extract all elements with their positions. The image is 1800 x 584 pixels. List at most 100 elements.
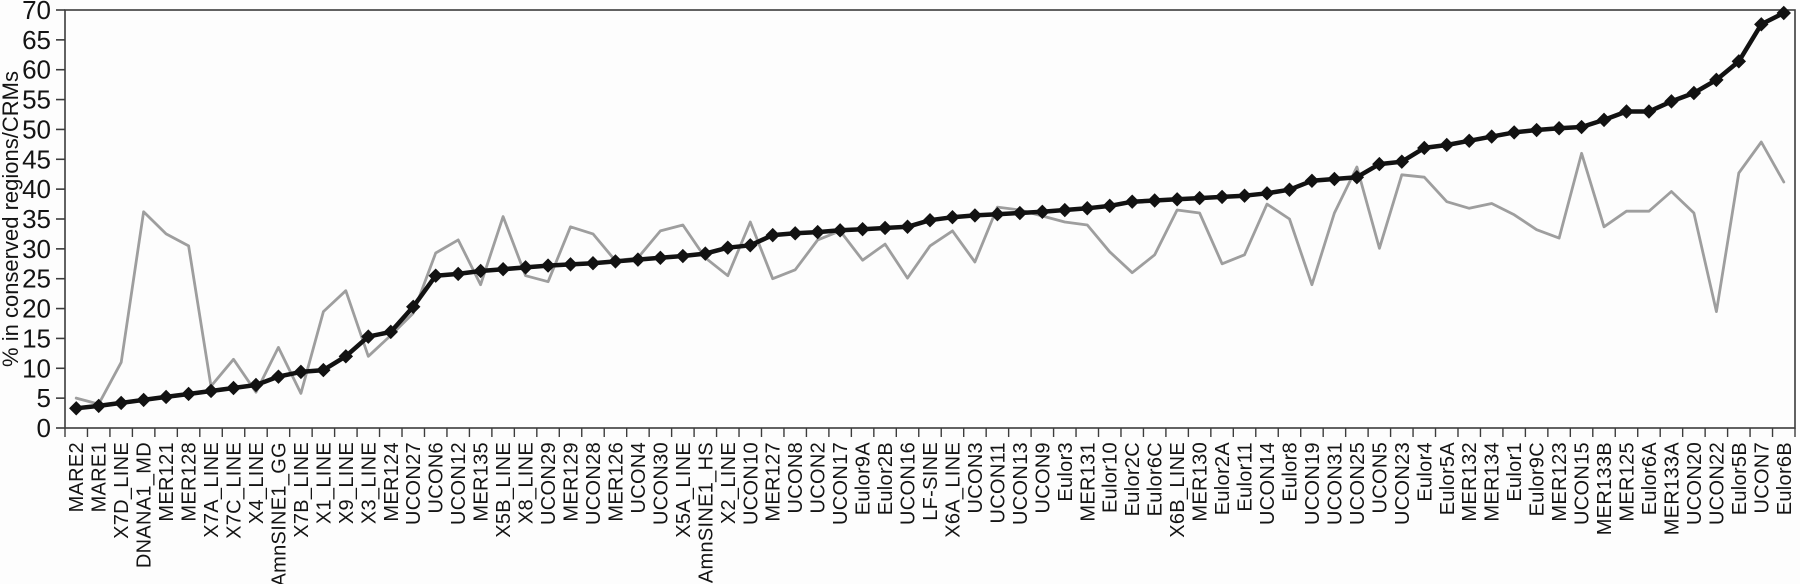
diamond-marker	[1506, 125, 1522, 140]
diamond-marker	[922, 212, 938, 228]
diamond-marker	[1619, 104, 1634, 119]
diamond-marker	[1327, 171, 1342, 187]
diamond-marker	[1304, 173, 1320, 188]
x-category-label: UCON31	[1324, 442, 1346, 525]
diamond-marker	[518, 260, 533, 275]
x-category-label: MER126	[605, 442, 627, 522]
x-category-label: X4_LINE	[246, 442, 268, 524]
diamond-marker	[1102, 198, 1117, 214]
diamond-marker	[698, 246, 713, 261]
diamond-marker	[630, 252, 646, 267]
diamond-marker	[1596, 112, 1612, 128]
y-tick-label: 10	[22, 353, 51, 383]
x-category-label: UCON7	[1751, 442, 1773, 514]
x-category-label: MER129	[561, 442, 583, 522]
diamond-marker	[1394, 154, 1410, 169]
series-sorted-percent-conserved-line	[73, 10, 1787, 411]
x-category-label: UCON2	[808, 442, 830, 514]
x-category-label: UCON12	[448, 442, 470, 525]
diamond-marker	[1169, 192, 1185, 207]
x-category-label: Eulor2A	[1212, 442, 1234, 516]
diamond-marker	[450, 266, 466, 282]
diamond-marker	[1012, 205, 1028, 221]
diamond-marker	[1417, 140, 1432, 156]
x-category-label: UCON20	[1684, 442, 1706, 525]
x-category-label: X7B_LINE	[291, 442, 313, 538]
x-category-label: UCON17	[830, 442, 852, 525]
x-category-label: X6A_LINE	[942, 442, 964, 538]
x-category-label: UCON6	[426, 442, 448, 514]
x-category-label: UCON5	[1369, 442, 1391, 514]
diamond-marker	[181, 386, 196, 402]
x-category-label: DNANA1_MD	[134, 442, 156, 568]
x-category-label: MER124	[381, 442, 403, 522]
diamond-marker	[1372, 156, 1387, 172]
diamond-marker	[1529, 122, 1544, 138]
x-category-label: Eulor6C	[1145, 442, 1167, 516]
diamond-marker	[91, 398, 106, 414]
diamond-marker	[1259, 186, 1275, 201]
y-axis-title: % in conserved regions/CRMs	[0, 71, 23, 367]
x-category-label: Eulor8	[1279, 442, 1301, 502]
y-tick-label: 35	[22, 204, 51, 234]
y-tick-label: 70	[22, 0, 51, 25]
x-category-label: UCON29	[538, 442, 560, 525]
x-category-label: Eulor3	[1055, 442, 1077, 502]
diamond-marker	[967, 208, 983, 223]
x-category-label: UCON22	[1706, 442, 1728, 525]
x-category-label: Eulor9A	[853, 442, 875, 516]
x-category-label: X5B_LINE	[493, 442, 515, 538]
diamond-marker	[1551, 121, 1567, 136]
x-category-label: X7A_LINE	[201, 442, 223, 538]
diamond-marker	[1462, 133, 1477, 148]
x-category-label: UCON25	[1347, 442, 1369, 525]
diamond-marker	[1664, 94, 1679, 109]
diamond-marker	[540, 258, 556, 273]
x-category-label: X6B_LINE	[1167, 442, 1189, 538]
diamond-marker	[1731, 54, 1747, 69]
diamond-marker	[877, 220, 893, 236]
x-category-label: MER128	[179, 442, 201, 522]
x-category-label: Eulor2B	[875, 442, 897, 515]
diamond-marker	[136, 392, 151, 408]
diamond-marker	[585, 255, 601, 271]
x-category-label: MER133A	[1661, 442, 1683, 536]
diamond-marker	[608, 254, 623, 269]
x-category-label: MER125	[1616, 442, 1638, 522]
diamond-marker	[675, 248, 691, 264]
diamond-marker	[1686, 85, 1702, 101]
diamond-marker	[563, 257, 578, 272]
diamond-marker	[473, 263, 488, 279]
diamond-marker	[113, 395, 129, 411]
diamond-marker	[1035, 204, 1050, 220]
y-tick-label: 55	[22, 85, 51, 115]
y-tick-label: 40	[22, 174, 51, 204]
diamond-marker	[361, 329, 376, 344]
diamond-marker	[1147, 193, 1162, 208]
diamond-marker	[787, 226, 803, 241]
diamond-marker	[1641, 104, 1657, 119]
y-tick-label: 65	[22, 25, 51, 55]
y-tick-label: 25	[22, 264, 51, 294]
x-category-label: Eulor2C	[1122, 442, 1144, 516]
x-category-label: UCON4	[628, 442, 650, 514]
diamond-marker	[158, 389, 174, 405]
x-category-label: UCON3	[965, 442, 987, 514]
diamond-marker	[1125, 194, 1140, 209]
diamond-marker	[1237, 188, 1252, 203]
x-category-label: MER121	[156, 442, 178, 522]
x-category-label: UCON14	[1257, 442, 1279, 525]
diamond-marker	[1439, 137, 1454, 153]
diamond-marker	[1349, 169, 1365, 185]
x-category-label: UCON23	[1392, 442, 1414, 525]
diamond-marker	[1214, 189, 1230, 205]
diamond-marker	[855, 221, 870, 237]
x-category-label: UCON30	[650, 442, 672, 525]
diamond-marker	[338, 349, 354, 364]
x-category-label: MER127	[763, 442, 785, 522]
y-tick-label: 20	[22, 294, 51, 324]
diamond-marker	[428, 268, 443, 283]
